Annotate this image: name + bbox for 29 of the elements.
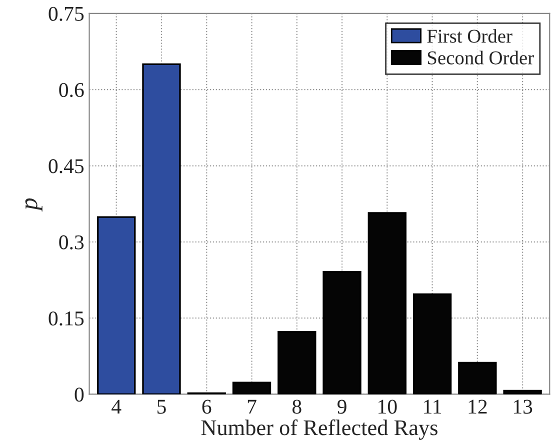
bar [412, 293, 452, 394]
x-tick-label: 13 [514, 400, 532, 414]
bar [278, 330, 316, 394]
x-tick-label: 8 [292, 400, 302, 414]
x-tick-label: 5 [157, 400, 166, 414]
y-tick-label: 0.45 [48, 159, 84, 174]
legend-label: Second Order [428, 50, 534, 64]
y-tick-label: 0.75 [48, 6, 84, 21]
x-tick-label: 9 [337, 400, 346, 414]
y-tick-label: 0 [74, 388, 84, 402]
x-axis-title: Number of Reflected Rays [201, 419, 438, 440]
x-tick-label: 10 [378, 400, 397, 414]
bar [458, 362, 497, 394]
bar [142, 63, 181, 394]
bar [232, 382, 272, 394]
x-tick-label: 12 [468, 400, 487, 414]
legend-label: First Order [427, 29, 512, 43]
bar [368, 212, 406, 394]
x-tick-label: 6 [202, 400, 212, 414]
bar [503, 390, 542, 394]
bar [97, 216, 136, 394]
y-tick-label: 0.6 [59, 82, 84, 98]
bar [322, 271, 362, 394]
y-tick-label: 0.15 [48, 311, 84, 326]
y-axis-title: p [25, 198, 42, 212]
y-tick-label: 0.3 [59, 235, 84, 250]
x-tick-label: 4 [112, 400, 122, 414]
x-tick-label: 11 [424, 400, 442, 414]
x-tick-label: 7 [248, 400, 256, 414]
